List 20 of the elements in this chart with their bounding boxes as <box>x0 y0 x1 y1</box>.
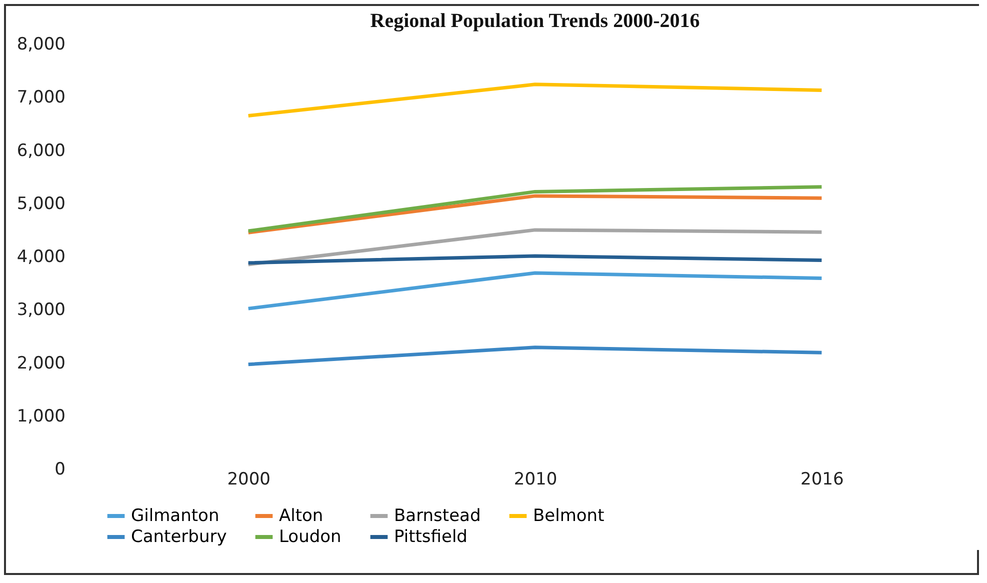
legend-label: Belmont <box>533 506 605 526</box>
y-tick-label: 3,000 <box>16 300 66 320</box>
y-tick-label: 8,000 <box>16 34 66 54</box>
x-tick-label: 2000 <box>227 470 270 490</box>
y-tick-label: 7,000 <box>16 88 66 108</box>
legend-label: Loudon <box>279 527 342 547</box>
y-tick-label: 2,000 <box>16 353 66 374</box>
chart-title: Regional Population Trends 2000-2016 <box>370 10 700 32</box>
x-tick-label: 2010 <box>514 470 558 490</box>
legend-label: Canterbury <box>131 527 227 547</box>
x-tick-label: 2016 <box>800 470 844 490</box>
y-tick-label: 5,000 <box>16 194 66 214</box>
legend-label: Pittsfield <box>394 527 468 547</box>
y-tick-label: 6,000 <box>16 140 66 161</box>
legend-label: Alton <box>279 506 324 526</box>
legend-label: Barnstead <box>394 506 481 526</box>
y-tick-label: 4,000 <box>16 247 66 267</box>
legend-label: Gilmanton <box>131 506 220 526</box>
y-tick-label: 0 <box>54 460 66 480</box>
y-tick-label: 1,000 <box>16 406 66 426</box>
